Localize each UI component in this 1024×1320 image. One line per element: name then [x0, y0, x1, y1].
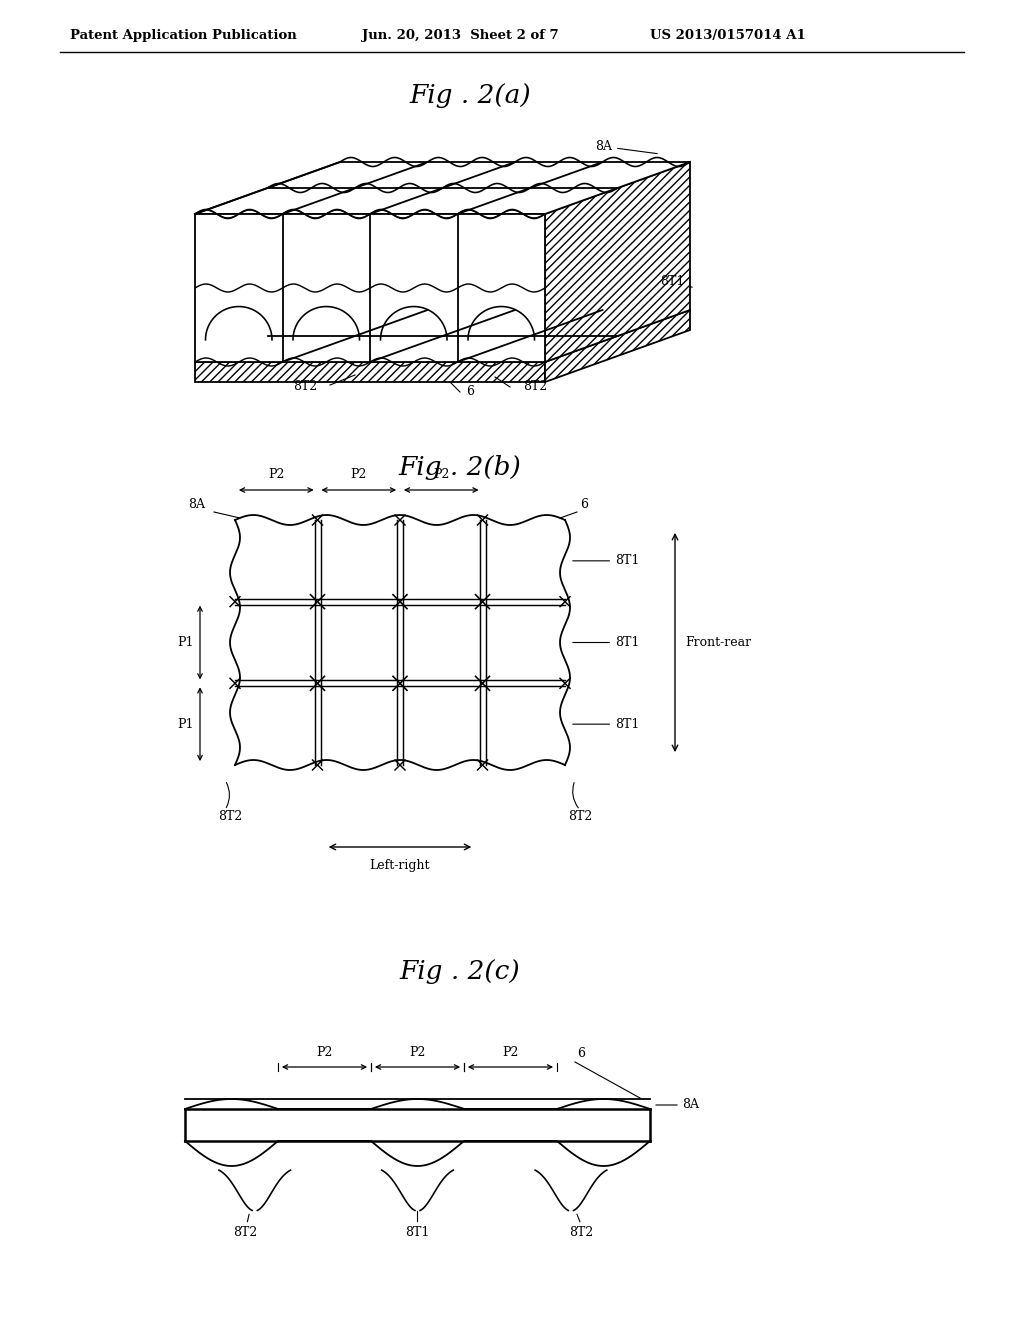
Text: 8T1: 8T1	[660, 275, 692, 288]
Text: 8T2: 8T2	[293, 380, 317, 393]
Text: 8T1: 8T1	[572, 718, 639, 731]
Text: 6: 6	[466, 385, 474, 399]
Text: P2: P2	[433, 469, 450, 480]
Polygon shape	[195, 214, 545, 362]
Text: 6: 6	[580, 498, 588, 511]
Text: 8A: 8A	[682, 1098, 699, 1111]
Text: P2: P2	[268, 469, 285, 480]
Text: 8T1: 8T1	[572, 554, 639, 568]
Text: P2: P2	[316, 1045, 333, 1059]
Text: US 2013/0157014 A1: US 2013/0157014 A1	[650, 29, 806, 41]
Text: 8T2: 8T2	[568, 810, 592, 822]
Polygon shape	[545, 162, 690, 362]
Text: 8T2: 8T2	[232, 1226, 257, 1239]
Polygon shape	[545, 310, 690, 381]
Text: 8T2: 8T2	[218, 810, 242, 822]
Polygon shape	[195, 310, 690, 362]
Polygon shape	[195, 362, 545, 381]
Text: 8A: 8A	[595, 140, 657, 153]
Text: P2: P2	[350, 469, 367, 480]
Text: P1: P1	[177, 718, 194, 731]
Polygon shape	[195, 162, 690, 214]
Text: P1: P1	[177, 636, 194, 649]
Text: 8T1: 8T1	[406, 1226, 430, 1239]
Text: Patent Application Publication: Patent Application Publication	[70, 29, 297, 41]
Text: Fig . 2(c): Fig . 2(c)	[399, 960, 520, 985]
Text: 8T2: 8T2	[523, 380, 547, 393]
Text: 8A: 8A	[188, 498, 206, 511]
Text: 8T1: 8T1	[572, 636, 639, 649]
Text: Front-rear: Front-rear	[685, 636, 752, 649]
Text: Left-right: Left-right	[370, 859, 430, 873]
Text: 8T2: 8T2	[568, 1226, 593, 1239]
Text: 6: 6	[577, 1047, 585, 1060]
Text: P2: P2	[503, 1045, 519, 1059]
Polygon shape	[185, 1109, 650, 1140]
Text: Fig . 2(b): Fig . 2(b)	[398, 454, 521, 479]
Text: Jun. 20, 2013  Sheet 2 of 7: Jun. 20, 2013 Sheet 2 of 7	[362, 29, 559, 41]
Text: P2: P2	[410, 1045, 426, 1059]
Text: Fig . 2(a): Fig . 2(a)	[410, 82, 530, 107]
